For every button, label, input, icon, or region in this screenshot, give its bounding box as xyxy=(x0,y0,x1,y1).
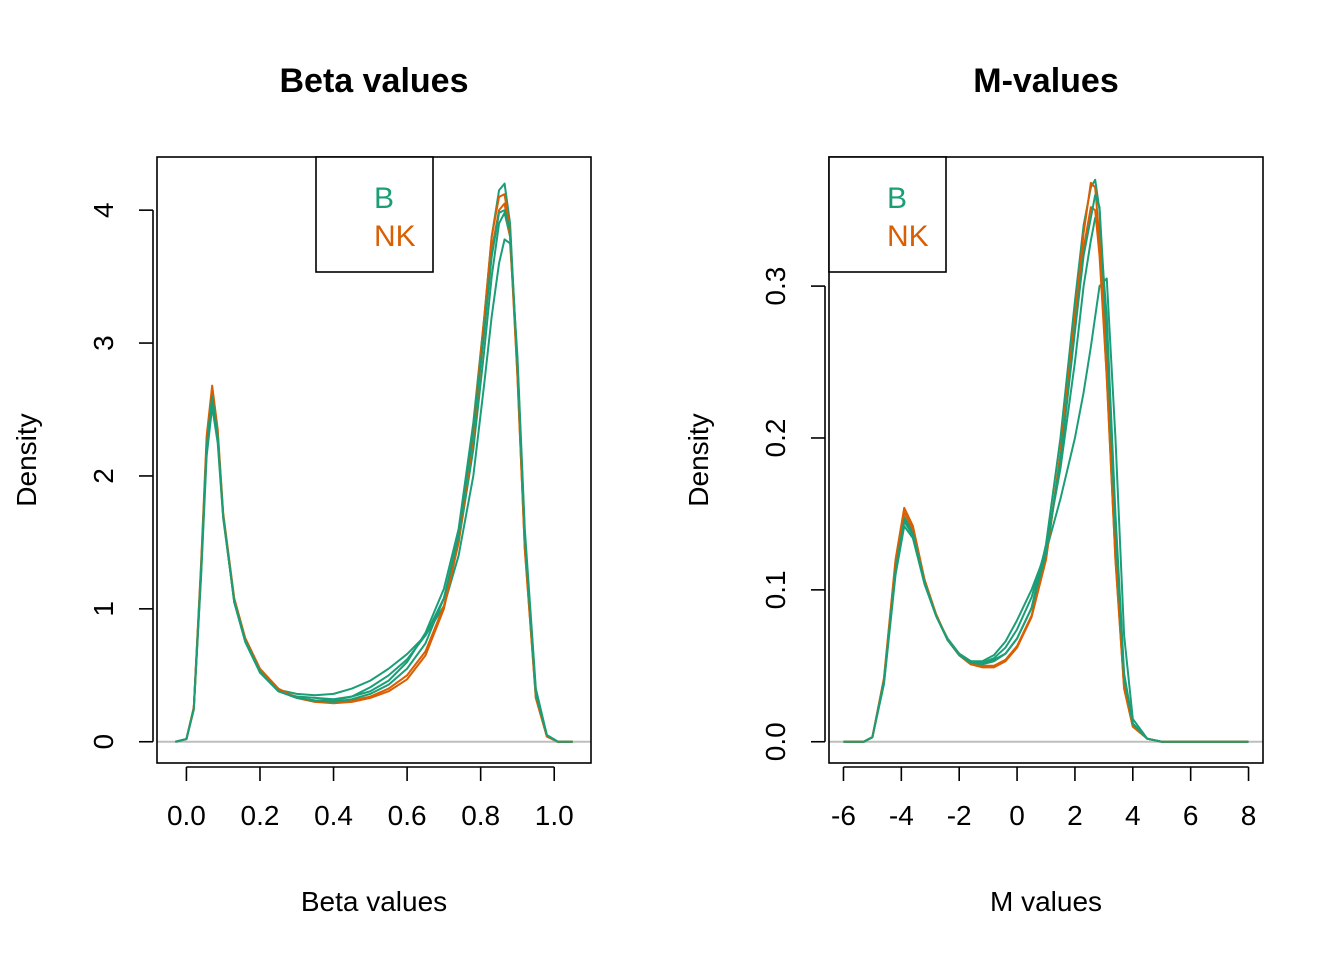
x-axis: 0.0 0.2 0.4 0.6 0.8 1.0 xyxy=(167,766,574,831)
y-axis-label: Density xyxy=(683,413,714,506)
x-tick-label: 0.2 xyxy=(241,800,280,831)
legend-box xyxy=(315,156,434,273)
y-tick-label: 1 xyxy=(88,601,119,617)
density-curve-b-1 xyxy=(843,277,1249,743)
legend-entry-b: B xyxy=(887,182,907,215)
panel-m-values: M-values -6 -4 -2 0 2 4 6 8 0.0 0.1 0.2 0.3 M values D… xyxy=(683,62,1264,917)
legend-entry-nk: NK xyxy=(887,220,929,253)
x-tick-label: -6 xyxy=(831,800,856,831)
x-tick-label: 0.8 xyxy=(461,800,500,831)
y-tick-label: 2 xyxy=(88,468,119,484)
x-tick-label: 0.6 xyxy=(388,800,427,831)
x-tick-label: 8 xyxy=(1241,800,1257,831)
density-curve-b-1 xyxy=(175,238,573,743)
x-tick-label: 0.0 xyxy=(167,800,206,831)
y-tick-label: 0.3 xyxy=(760,267,791,306)
y-tick-label: 0.2 xyxy=(760,419,791,458)
x-tick-label: 0 xyxy=(1009,800,1025,831)
x-axis-label: Beta values xyxy=(301,886,447,917)
chart-title: Beta values xyxy=(280,62,469,100)
panel-beta-values: Beta values 0.0 0.2 0.4 0.6 0.8 1.0 0 1 2 3 4 Beta v… xyxy=(11,62,592,917)
x-tick-label: 1.0 xyxy=(535,800,574,831)
x-axis: -6 -4 -2 0 2 4 6 8 xyxy=(831,766,1257,831)
x-axis-label: M values xyxy=(990,886,1102,917)
y-tick-label: 4 xyxy=(88,202,119,218)
chart-title: M-values xyxy=(973,62,1119,100)
x-tick-label: 0.4 xyxy=(314,800,353,831)
legend: B NK xyxy=(315,156,434,273)
y-axis: 0.0 0.1 0.2 0.3 xyxy=(760,267,826,761)
legend-entry-b: B xyxy=(374,182,394,215)
x-tick-label: -2 xyxy=(947,800,972,831)
y-tick-label: 0.1 xyxy=(760,570,791,609)
density-curve-b-5 xyxy=(175,209,573,743)
density-curve-nk-4 xyxy=(843,206,1249,743)
y-tick-label: 0 xyxy=(88,734,119,750)
y-axis-label: Density xyxy=(11,413,42,506)
x-tick-label: -4 xyxy=(889,800,914,831)
legend-box xyxy=(828,156,947,273)
y-axis: 0 1 2 3 4 xyxy=(88,202,154,750)
legend: B NK xyxy=(828,156,947,273)
x-tick-label: 2 xyxy=(1067,800,1083,831)
density-curve-b-2 xyxy=(843,216,1249,743)
plot-frame xyxy=(828,156,1264,764)
x-tick-label: 6 xyxy=(1183,800,1199,831)
x-tick-label: 4 xyxy=(1125,800,1141,831)
density-curve-b-5 xyxy=(843,193,1249,743)
legend-entry-nk: NK xyxy=(374,220,416,253)
y-tick-label: 0.0 xyxy=(760,722,791,761)
y-tick-label: 3 xyxy=(88,335,119,351)
